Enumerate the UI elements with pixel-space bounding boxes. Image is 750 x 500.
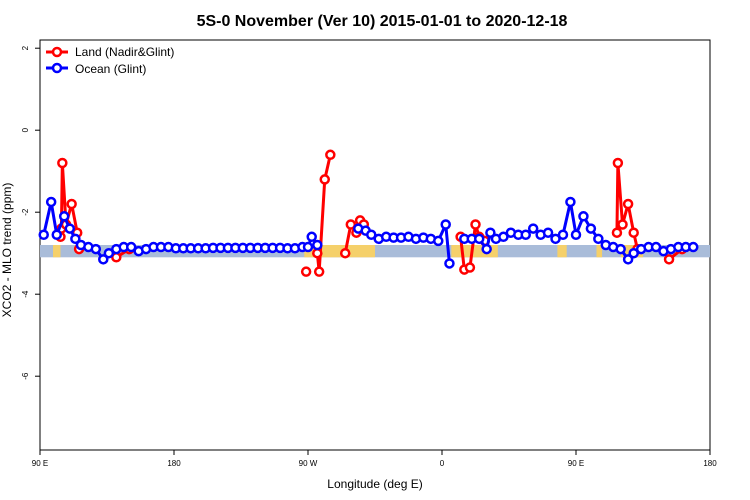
- data-point: [688, 241, 699, 253]
- data-point: [520, 229, 531, 240]
- legend-ocean-label: Ocean (Glint): [75, 62, 146, 76]
- series-layer: [38, 149, 699, 277]
- data-point: [628, 247, 639, 259]
- data-point: [345, 219, 357, 230]
- data-point: [66, 198, 77, 210]
- data-point: [565, 196, 576, 208]
- y-tick-label: 2: [21, 45, 30, 50]
- data-point: [302, 241, 314, 253]
- x-tick-label: 90 E: [568, 459, 584, 468]
- data-point: [473, 233, 485, 245]
- x-tick-label: 0: [440, 459, 445, 468]
- data-point: [628, 227, 639, 238]
- data-point: [622, 254, 634, 265]
- data-point: [312, 247, 323, 259]
- data-point: [611, 227, 623, 238]
- data-point: [481, 243, 492, 255]
- data-point: [557, 229, 569, 240]
- data-point: [542, 227, 554, 238]
- legend-land-marker: [51, 46, 63, 58]
- data-point: [312, 239, 323, 251]
- legend: Land (Nadir&Glint) Ocean (Glint): [46, 45, 174, 76]
- data-point: [306, 231, 317, 243]
- data-point: [622, 198, 634, 210]
- y-axis-label: XCO2 - MLO trend (ppm): [0, 183, 14, 318]
- data-point: [470, 219, 481, 230]
- data-point: [612, 157, 624, 169]
- data-point: [663, 254, 675, 265]
- data-point: [464, 262, 476, 273]
- x-tick-label: 90 E: [32, 459, 48, 468]
- y-tick-label: 0: [21, 127, 30, 132]
- data-point: [615, 243, 626, 255]
- x-tick-label: 180: [703, 459, 717, 468]
- data-point: [570, 229, 582, 240]
- data-point: [70, 233, 81, 245]
- series-line: [315, 154, 332, 274]
- chart-title: 5S-0 November (Ver 10) 2015-01-01 to 202…: [197, 13, 568, 30]
- legend-land-label: Land (Nadir&Glint): [75, 45, 174, 59]
- data-point: [64, 223, 76, 234]
- legend-ocean-marker: [51, 62, 63, 74]
- data-point: [527, 223, 539, 234]
- land-patch: [596, 245, 603, 258]
- series-1: [38, 196, 699, 269]
- y-tick-label: -6: [21, 372, 30, 380]
- data-point: [366, 229, 377, 240]
- data-point: [125, 241, 137, 253]
- data-point: [444, 258, 455, 269]
- data-point: [51, 229, 62, 240]
- data-point: [57, 157, 68, 169]
- data-point: [550, 233, 561, 245]
- data-point: [98, 254, 109, 265]
- data-point: [339, 247, 351, 259]
- x-axis-ticks: 90 E 180 90 W 0 90 E 180: [32, 450, 717, 468]
- data-point: [578, 211, 589, 222]
- data-point: [103, 247, 115, 259]
- x-axis-label: Longitude (deg E): [327, 477, 422, 491]
- data-point: [433, 235, 444, 247]
- x-tick-label: 90 W: [299, 459, 318, 468]
- data-point: [498, 231, 509, 243]
- land-patch: [557, 245, 567, 258]
- data-point: [440, 219, 451, 230]
- y-axis-ticks: 2 0 -2 -4 -6: [21, 45, 40, 380]
- data-point: [58, 211, 70, 222]
- data-point: [325, 149, 336, 161]
- data-point: [585, 223, 597, 234]
- data-point: [650, 241, 662, 253]
- data-point: [593, 233, 604, 245]
- x-tick-label: 180: [167, 459, 181, 468]
- data-point: [313, 266, 325, 277]
- data-point: [617, 219, 628, 230]
- data-point: [300, 266, 312, 277]
- land-patch: [53, 245, 61, 258]
- data-point: [38, 229, 49, 240]
- data-point: [485, 227, 496, 238]
- data-point: [90, 243, 102, 255]
- data-point: [45, 196, 57, 208]
- y-tick-label: -4: [21, 290, 30, 298]
- y-tick-label: -2: [21, 208, 30, 216]
- data-point: [319, 174, 330, 185]
